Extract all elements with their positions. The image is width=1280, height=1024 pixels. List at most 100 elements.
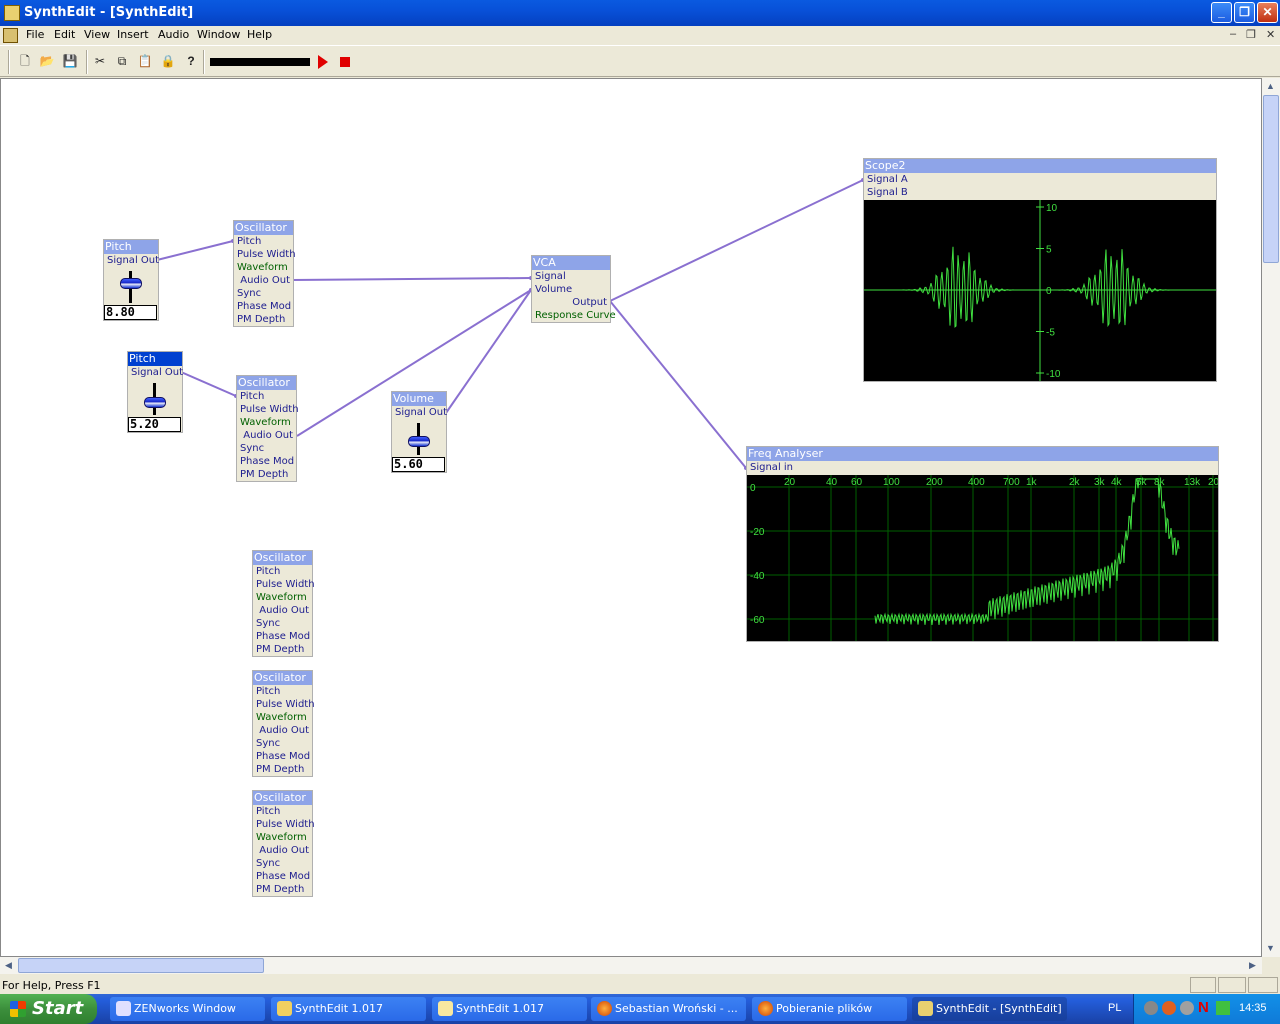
pitch-value[interactable]: 5.20 — [128, 417, 181, 432]
patch-wire[interactable] — [609, 300, 747, 469]
mdi-restore-icon[interactable]: ❐ — [1246, 29, 1256, 41]
pitch-pin[interactable]: Pitch — [240, 391, 265, 402]
copy-icon[interactable]: ⧉ — [117, 54, 127, 68]
module-title[interactable]: Pitch — [128, 352, 182, 366]
signal-b-pin[interactable]: Signal B — [867, 187, 908, 198]
menu-edit[interactable]: Edit — [54, 28, 76, 41]
patch-wire[interactable] — [445, 289, 532, 414]
volume-value[interactable]: 5.60 — [392, 457, 445, 472]
response-curve-pin[interactable]: Response Curve — [535, 310, 616, 321]
pitch-pin[interactable]: Pitch — [256, 566, 281, 577]
play-icon[interactable] — [318, 55, 328, 69]
scroll-left-icon[interactable]: ◀ — [5, 960, 12, 970]
minimize-button[interactable]: _ — [1211, 2, 1232, 23]
pulse-width-pin[interactable]: Pulse Width — [240, 404, 299, 415]
oscillator-module-2[interactable]: Oscillator Pitch Pulse Width Waveform Audio … — [236, 375, 299, 482]
pitch-value[interactable]: 8.80 — [104, 305, 157, 320]
mdi-close-icon[interactable]: ✕ — [1266, 29, 1276, 41]
phase-mod-pin[interactable]: Phase Mod — [256, 871, 311, 882]
cut-icon[interactable]: ✂ — [94, 54, 106, 68]
scroll-down-icon[interactable]: ▼ — [1266, 943, 1275, 953]
audio-out-pin[interactable]: Audio Out — [259, 845, 309, 856]
maximize-button[interactable]: ❐ — [1234, 2, 1255, 23]
pulse-width-pin[interactable]: Pulse Width — [256, 579, 315, 590]
pitch-slider-module-1[interactable]: Pitch Signal Out 8.80 — [103, 239, 159, 321]
waveform-pin[interactable]: Waveform — [237, 262, 288, 273]
signal-a-pin[interactable]: Signal A — [867, 174, 908, 185]
horizontal-scrollbar[interactable]: ◀ ▶ — [0, 957, 1262, 974]
phase-mod-pin[interactable]: Phase Mod — [237, 301, 292, 312]
oscillator-module-4[interactable]: Oscillator Pitch Pulse Width Waveform Audio … — [252, 670, 315, 777]
patch-wire[interactable] — [156, 240, 234, 261]
pm-depth-pin[interactable]: PM Depth — [256, 884, 305, 895]
tray-n-icon[interactable]: N — [1198, 999, 1209, 1016]
output-pin[interactable]: Output — [572, 297, 607, 308]
open-icon[interactable]: 📂 — [39, 54, 55, 68]
pitch-slider[interactable] — [128, 379, 182, 417]
patch-wire[interactable] — [296, 289, 532, 437]
module-title[interactable]: Pitch — [104, 240, 158, 254]
vertical-scrollbar[interactable]: ▲ ▼ — [1262, 78, 1280, 957]
task-firefox-downloads[interactable]: Pobieranie plików — [752, 997, 907, 1021]
vca-module[interactable]: VCA Signal Volume Output Response Curve — [531, 255, 616, 323]
task-folder-synthedit[interactable]: SynthEdit 1.017 — [271, 997, 426, 1021]
pulse-width-pin[interactable]: Pulse Width — [237, 249, 296, 260]
audio-out-pin[interactable]: Audio Out — [243, 430, 293, 441]
start-button[interactable]: Start — [0, 994, 97, 1024]
audio-out-pin[interactable]: Audio Out — [240, 275, 290, 286]
menu-view[interactable]: View — [84, 28, 111, 41]
volume-in-pin[interactable]: Volume — [535, 284, 573, 295]
module-title[interactable]: Oscillator — [253, 791, 312, 805]
signal-out-pin[interactable]: Signal Out — [107, 255, 160, 266]
vertical-scroll-thumb[interactable] — [1263, 95, 1279, 263]
waveform-pin[interactable]: Waveform — [240, 417, 291, 428]
oscillator-module-5[interactable]: Oscillator Pitch Pulse Width Waveform Audio … — [252, 790, 315, 897]
menu-help[interactable]: Help — [247, 28, 273, 41]
task-synthedit-readme[interactable]: SynthEdit 1.017 — [432, 997, 587, 1021]
paste-icon[interactable]: 📋 — [137, 54, 153, 68]
tray-icon[interactable] — [1144, 1001, 1158, 1015]
horizontal-scroll-thumb[interactable] — [18, 958, 264, 973]
pm-depth-pin[interactable]: PM Depth — [256, 764, 305, 775]
language-indicator[interactable]: PL — [1108, 1002, 1122, 1014]
module-title[interactable]: Volume — [392, 392, 446, 406]
task-firefox-1[interactable]: Sebastian Wroński - ... — [591, 997, 746, 1021]
menu-insert[interactable]: Insert — [117, 28, 149, 41]
module-title[interactable]: Oscillator — [234, 221, 293, 235]
signal-in-pin[interactable]: Signal — [535, 271, 566, 282]
menu-audio[interactable]: Audio — [158, 28, 190, 41]
save-icon[interactable]: 💾 — [62, 54, 78, 68]
menu-window[interactable]: Window — [197, 28, 241, 41]
scroll-up-icon[interactable]: ▲ — [1266, 81, 1275, 91]
module-title[interactable]: Oscillator — [253, 551, 312, 565]
menu-file[interactable]: File — [26, 28, 45, 41]
sync-pin[interactable]: Sync — [256, 618, 281, 629]
pm-depth-pin[interactable]: PM Depth — [256, 644, 305, 655]
scroll-right-icon[interactable]: ▶ — [1249, 960, 1256, 970]
audio-out-pin[interactable]: Audio Out — [259, 725, 309, 736]
scope-module[interactable]: Scope2 Signal A Signal B 10 5 0 -5 -10 — [863, 158, 1217, 382]
module-title[interactable]: VCA — [532, 256, 610, 270]
module-title[interactable]: Oscillator — [253, 671, 312, 685]
module-title[interactable]: Oscillator — [237, 376, 296, 390]
signal-out-pin[interactable]: Signal Out — [395, 407, 448, 418]
lock-icon[interactable]: 🔒 — [160, 54, 176, 68]
document-icon[interactable] — [3, 28, 18, 43]
help-icon[interactable]: ? — [187, 54, 195, 68]
waveform-pin[interactable]: Waveform — [256, 832, 307, 843]
stop-icon[interactable] — [340, 57, 350, 67]
pulse-width-pin[interactable]: Pulse Width — [256, 699, 315, 710]
slider-knob[interactable] — [120, 278, 142, 290]
close-button[interactable]: ✕ — [1257, 2, 1278, 23]
tray-icon[interactable] — [1216, 1001, 1230, 1015]
sync-pin[interactable]: Sync — [237, 288, 262, 299]
module-title[interactable]: Scope2 — [864, 159, 1216, 173]
patch-wire[interactable] — [609, 179, 864, 302]
pitch-pin[interactable]: Pitch — [256, 806, 281, 817]
tray-icon[interactable] — [1180, 1001, 1194, 1015]
sync-pin[interactable]: Sync — [256, 738, 281, 749]
phase-mod-pin[interactable]: Phase Mod — [256, 751, 311, 762]
patch-wire[interactable] — [180, 371, 237, 397]
task-synthedit-active[interactable]: SynthEdit - [SynthEdit] — [912, 997, 1067, 1021]
patch-canvas[interactable]: Pitch Signal Out 8.80 Pitch Signal Out 5… — [0, 78, 1262, 957]
